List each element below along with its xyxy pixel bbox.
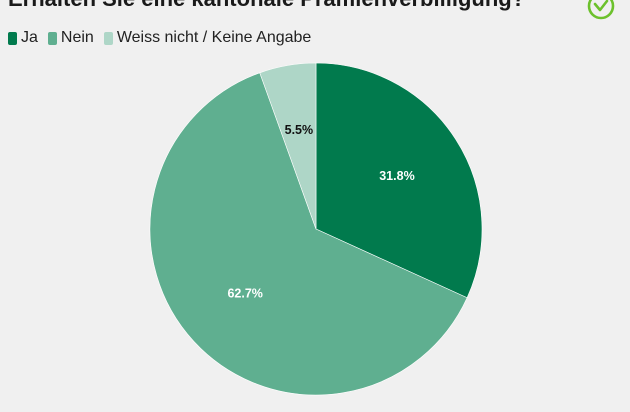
pie-slice-nein[interactable] xyxy=(149,72,468,396)
legend-swatch-weiss-nicht xyxy=(103,31,113,45)
legend-label-weiss-nicht: Weiss nicht / Keine Angabe xyxy=(116,29,312,46)
legend-item-ja[interactable]: Ja xyxy=(8,29,38,47)
check-circle-icon xyxy=(587,0,615,20)
legend-swatch-ja xyxy=(8,31,17,45)
legend-label-ja: Ja xyxy=(21,29,38,46)
pie-slice-ja[interactable] xyxy=(315,62,483,299)
slice-label-0: 31.8% xyxy=(379,169,414,183)
chart-title: Erhalten Sie eine kantonale Prämienverbi… xyxy=(8,0,525,12)
legend-item-weiss-nicht[interactable]: Weiss nicht / Keine Angabe xyxy=(103,29,312,47)
chart-legend: Ja Nein Weiss nicht / Keine Angabe xyxy=(8,29,311,47)
legend-item-nein[interactable]: Nein xyxy=(47,29,94,47)
slice-label-1: 62.7% xyxy=(227,287,262,301)
legend-label-nein: Nein xyxy=(60,29,94,46)
slice-label-2: 5.5% xyxy=(285,123,314,137)
legend-swatch-nein xyxy=(47,31,57,45)
pie-slice-weiss-nicht-keine-angabe[interactable] xyxy=(259,62,317,230)
